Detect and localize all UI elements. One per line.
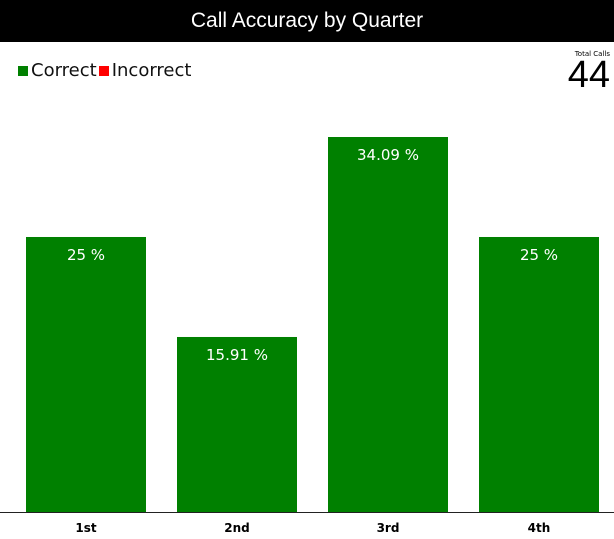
data-label-2nd: 15.91 %: [206, 346, 268, 364]
total-calls: Total Calls 44: [567, 50, 610, 96]
data-label-4th: 25 %: [520, 246, 558, 264]
total-calls-label: Total Calls: [574, 50, 610, 58]
legend-swatch-incorrect: [98, 65, 109, 76]
bar-3rd[interactable]: [328, 137, 448, 512]
bar-1st[interactable]: [26, 236, 146, 512]
bar-2nd[interactable]: [177, 336, 297, 512]
legend: Correct Incorrect: [18, 60, 193, 81]
legend-label-incorrect: Incorrect: [111, 60, 192, 81]
x-tick-label-3rd: 3rd: [377, 521, 400, 535]
chart-title: Call Accuracy by Quarter: [0, 0, 614, 42]
legend-label-correct: Correct: [31, 60, 97, 81]
legend-item-incorrect[interactable]: Incorrect: [98, 60, 192, 81]
x-tick-label-4th: 4th: [528, 521, 551, 535]
data-label-1st: 25 %: [67, 246, 105, 264]
x-tick-label-2nd: 2nd: [224, 521, 249, 535]
data-label-3rd: 34.09 %: [357, 146, 419, 164]
legend-swatch-correct: [18, 65, 28, 76]
legend-item-correct[interactable]: Correct: [18, 60, 97, 81]
x-tick-label-1st: 1st: [75, 521, 96, 535]
total-calls-value: 44: [567, 54, 610, 96]
bar-4th[interactable]: [479, 236, 599, 512]
